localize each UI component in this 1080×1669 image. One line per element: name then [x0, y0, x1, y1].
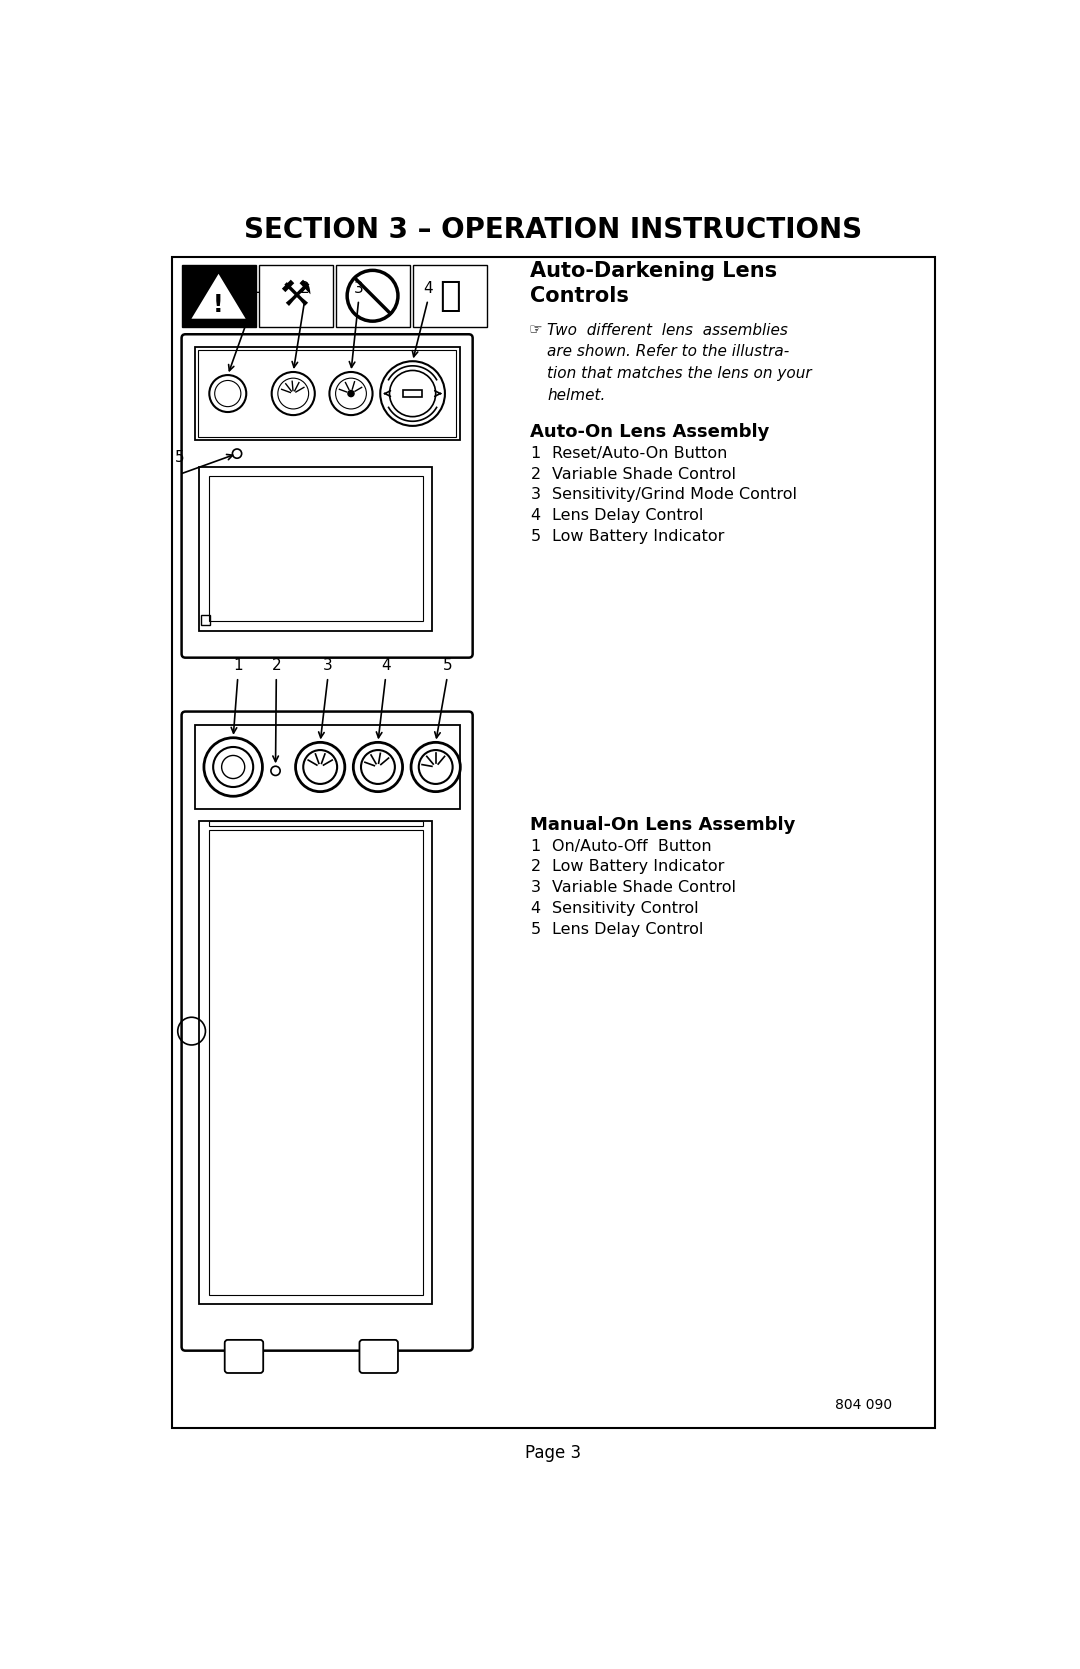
- Bar: [194, 347, 460, 439]
- Text: 4: 4: [423, 280, 433, 295]
- Bar: [336, 265, 409, 327]
- Polygon shape: [194, 277, 243, 317]
- Text: 4: 4: [381, 658, 391, 673]
- Text: 4: 4: [530, 901, 540, 916]
- FancyBboxPatch shape: [181, 711, 473, 1350]
- Text: Two  different  lens  assemblies
are shown. Refer to the illustra-
tion that mat: Two different lens assemblies are shown.…: [548, 322, 812, 402]
- Text: On/Auto-Off  Button: On/Auto-Off Button: [552, 838, 712, 853]
- Text: Lens Delay Control: Lens Delay Control: [552, 921, 703, 936]
- Bar: [198, 350, 457, 437]
- Bar: [259, 265, 333, 327]
- Text: Variable Shade Control: Variable Shade Control: [552, 467, 735, 482]
- Text: 5: 5: [530, 529, 540, 544]
- Text: 1: 1: [530, 446, 541, 461]
- Bar: [200, 821, 432, 1305]
- Bar: [201, 616, 211, 624]
- Text: ☞: ☞: [529, 322, 542, 337]
- Text: 2: 2: [530, 467, 540, 482]
- Text: 804 090: 804 090: [835, 1399, 892, 1412]
- Text: Auto-Darkening Lens
Controls: Auto-Darkening Lens Controls: [530, 260, 778, 305]
- Text: Sensitivity/Grind Mode Control: Sensitivity/Grind Mode Control: [552, 487, 797, 502]
- Text: 3: 3: [530, 880, 540, 895]
- Text: 5: 5: [443, 658, 453, 673]
- Bar: [208, 829, 422, 1295]
- Text: 1: 1: [249, 280, 259, 295]
- Text: 3: 3: [530, 487, 540, 502]
- Text: 1: 1: [530, 838, 541, 853]
- Text: Page 3: Page 3: [526, 1444, 581, 1462]
- Bar: [403, 389, 422, 397]
- FancyBboxPatch shape: [360, 1340, 397, 1374]
- Text: 1: 1: [233, 658, 243, 673]
- Text: Auto-On Lens Assembly: Auto-On Lens Assembly: [530, 422, 770, 441]
- Text: !: !: [213, 294, 224, 317]
- Text: Low Battery Indicator: Low Battery Indicator: [552, 860, 725, 875]
- Bar: [200, 467, 432, 631]
- Circle shape: [348, 391, 354, 397]
- Text: Lens Delay Control: Lens Delay Control: [552, 509, 703, 524]
- FancyBboxPatch shape: [225, 1340, 264, 1374]
- Bar: [194, 724, 460, 809]
- Text: 2: 2: [530, 860, 540, 875]
- Text: Variable Shade Control: Variable Shade Control: [552, 880, 735, 895]
- Text: 3: 3: [354, 280, 364, 295]
- Bar: [208, 821, 422, 826]
- Text: Sensitivity Control: Sensitivity Control: [552, 901, 699, 916]
- Text: 5: 5: [175, 451, 184, 466]
- Text: Manual-On Lens Assembly: Manual-On Lens Assembly: [530, 816, 796, 833]
- Text: 5: 5: [530, 921, 540, 936]
- Text: 3: 3: [323, 658, 333, 673]
- Bar: [183, 265, 256, 327]
- Text: SECTION 3 – OPERATION INSTRUCTIONS: SECTION 3 – OPERATION INSTRUCTIONS: [244, 217, 863, 244]
- Text: 4: 4: [530, 509, 540, 524]
- FancyBboxPatch shape: [181, 334, 473, 658]
- Text: 2: 2: [271, 658, 281, 673]
- Text: ⚒: ⚒: [280, 279, 312, 312]
- Text: Reset/Auto-On Button: Reset/Auto-On Button: [552, 446, 727, 461]
- Text: 2: 2: [300, 280, 310, 295]
- Bar: [208, 476, 422, 621]
- Text: Low Battery Indicator: Low Battery Indicator: [552, 529, 725, 544]
- Bar: [414, 265, 486, 327]
- Text: 🎧: 🎧: [438, 279, 460, 312]
